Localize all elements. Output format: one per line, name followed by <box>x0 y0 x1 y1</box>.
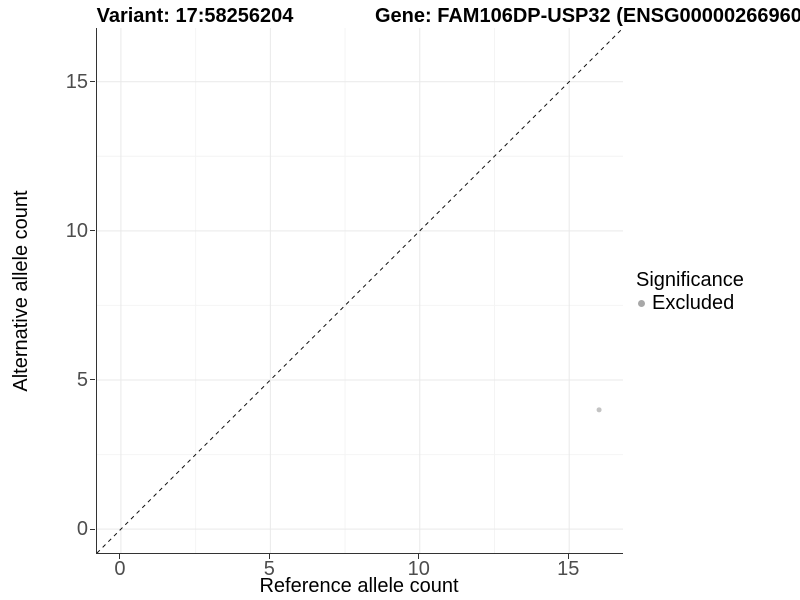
legend-item-label: Excluded <box>652 292 735 314</box>
y-tick-mark <box>90 379 95 381</box>
y-tick-mark <box>90 81 95 83</box>
y-tick-label: 5 <box>76 368 88 391</box>
data-point-excluded <box>596 407 602 413</box>
plot-panel-canvas <box>97 28 623 553</box>
legend-items: Excluded <box>636 292 744 315</box>
x-tick-label: 5 <box>263 558 275 580</box>
legend-point-icon <box>638 300 645 307</box>
y-tick-label: 0 <box>76 518 88 541</box>
y-tick-mark <box>90 528 95 530</box>
x-axis-title: Reference allele count <box>259 575 459 597</box>
legend-item-excluded: Excluded <box>638 292 744 315</box>
plot-panel <box>96 28 623 554</box>
y-tick-label: 10 <box>65 219 88 242</box>
variant-title: Variant: 17:58256204 <box>96 5 294 27</box>
identity-reference-line <box>97 28 623 553</box>
y-tick-mark <box>90 230 95 232</box>
x-tick-mark <box>567 554 569 559</box>
x-tick-label: 0 <box>114 558 126 580</box>
y-tick-label: 15 <box>65 70 88 93</box>
x-tick-mark <box>418 554 420 559</box>
x-tick-mark <box>268 554 270 559</box>
x-tick-mark <box>119 554 121 559</box>
x-tick-label: 10 <box>407 558 430 580</box>
x-tick-label: 15 <box>557 558 580 580</box>
legend: Significance Excluded <box>636 269 744 315</box>
y-axis-title: Alternative allele count <box>10 190 32 392</box>
legend-title: Significance <box>636 269 744 291</box>
gene-title: Gene: FAM106DP-USP32 (ENSG00000266960) <box>375 5 800 27</box>
